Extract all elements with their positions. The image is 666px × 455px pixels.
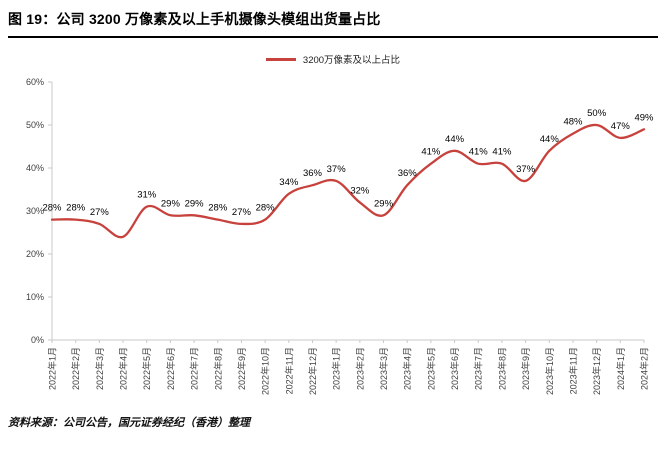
svg-text:29%: 29%	[161, 198, 181, 209]
svg-text:2022年1月: 2022年1月	[47, 347, 58, 390]
svg-text:2023年9月: 2023年9月	[520, 347, 531, 390]
svg-text:29%: 29%	[374, 198, 394, 209]
svg-text:2023年11月: 2023年11月	[567, 347, 578, 394]
svg-text:34%: 34%	[279, 177, 299, 188]
svg-text:28%: 28%	[256, 203, 276, 214]
svg-text:37%: 37%	[516, 164, 536, 175]
legend-label: 3200万像素及以上占比	[302, 55, 401, 66]
svg-text:2022年8月: 2022年8月	[212, 347, 223, 390]
svg-text:2022年5月: 2022年5月	[141, 347, 152, 390]
svg-text:2024年1月: 2024年1月	[615, 347, 626, 390]
svg-text:41%: 41%	[492, 147, 512, 158]
svg-text:49%: 49%	[634, 112, 654, 123]
svg-text:10%: 10%	[26, 292, 44, 302]
svg-text:2023年4月: 2023年4月	[402, 347, 413, 390]
svg-text:31%: 31%	[137, 190, 157, 201]
source-note: 资料来源：公司公告，国元证券经纪（香港）整理	[8, 417, 250, 429]
svg-text:60%: 60%	[26, 77, 44, 87]
legend: 3200万像素及以上占比	[0, 52, 666, 66]
svg-text:29%: 29%	[185, 198, 205, 209]
svg-text:41%: 41%	[421, 147, 441, 158]
series-line	[50, 123, 646, 239]
svg-text:2023年6月: 2023年6月	[449, 347, 460, 390]
svg-text:44%: 44%	[540, 134, 560, 145]
svg-text:50%: 50%	[587, 108, 607, 119]
svg-text:0%: 0%	[31, 335, 44, 345]
svg-text:2022年11月: 2022年11月	[283, 347, 294, 394]
x-axis-labels: 2022年1月 2022年2月 2022年3月 2022年4月 2022年5月 2022年…	[47, 340, 650, 395]
svg-text:2022年12月: 2022年12月	[307, 347, 318, 395]
y-axis-labels: 0% 10% 20% 30% 40% 50% 60%	[26, 77, 52, 345]
svg-text:2023年3月: 2023年3月	[378, 347, 389, 390]
svg-text:28%: 28%	[42, 203, 62, 214]
svg-text:2022年4月: 2022年4月	[118, 347, 129, 390]
svg-text:36%: 36%	[398, 168, 418, 179]
svg-text:2023年5月: 2023年5月	[425, 347, 436, 390]
svg-text:2023年10月: 2023年10月	[544, 347, 555, 395]
svg-text:20%: 20%	[26, 249, 44, 259]
chart-area: 0% 10% 20% 30% 40% 50% 60% 2022年1月 2022年2月 2022年3…	[0, 68, 666, 400]
point-labels: 28% 28% 27%31%29% 29% 28% 27% 28%34%36% 37%32%2…	[42, 108, 654, 218]
svg-text:2022年3月: 2022年3月	[94, 347, 105, 390]
svg-text:2023年1月: 2023年1月	[331, 347, 342, 390]
svg-text:40%: 40%	[26, 163, 44, 173]
svg-text:2022年10月: 2022年10月	[260, 347, 271, 395]
svg-text:30%: 30%	[26, 206, 44, 216]
svg-text:2023年7月: 2023年7月	[473, 347, 484, 390]
svg-text:36%: 36%	[303, 168, 323, 179]
svg-text:2024年2月: 2024年2月	[639, 347, 650, 390]
line-chart: 0% 10% 20% 30% 40% 50% 60% 2022年1月 2022年2月 2022年3…	[26, 77, 654, 395]
svg-text:2022年9月: 2022年9月	[236, 347, 247, 390]
svg-text:2022年2月: 2022年2月	[70, 347, 81, 390]
svg-text:32%: 32%	[350, 185, 370, 196]
svg-text:37%: 37%	[327, 164, 347, 175]
svg-text:2023年12月: 2023年12月	[591, 347, 602, 395]
svg-text:2022年7月: 2022年7月	[189, 347, 200, 390]
svg-text:47%: 47%	[611, 121, 631, 132]
svg-text:41%: 41%	[469, 147, 489, 158]
svg-text:2023年2月: 2023年2月	[354, 347, 365, 390]
svg-text:44%: 44%	[445, 134, 465, 145]
svg-text:27%: 27%	[232, 207, 252, 218]
svg-text:50%: 50%	[26, 120, 44, 130]
chart-title: 图 19：公司 3200 万像素及以上手机摄像头模组出货量占比	[8, 0, 658, 38]
svg-text:48%: 48%	[563, 117, 583, 128]
svg-text:27%: 27%	[90, 207, 110, 218]
svg-text:2023年8月: 2023年8月	[496, 347, 507, 390]
svg-text:28%: 28%	[208, 203, 228, 214]
svg-text:2022年6月: 2022年6月	[165, 347, 176, 390]
legend-line-swatch	[265, 57, 296, 61]
svg-text:28%: 28%	[66, 203, 86, 214]
